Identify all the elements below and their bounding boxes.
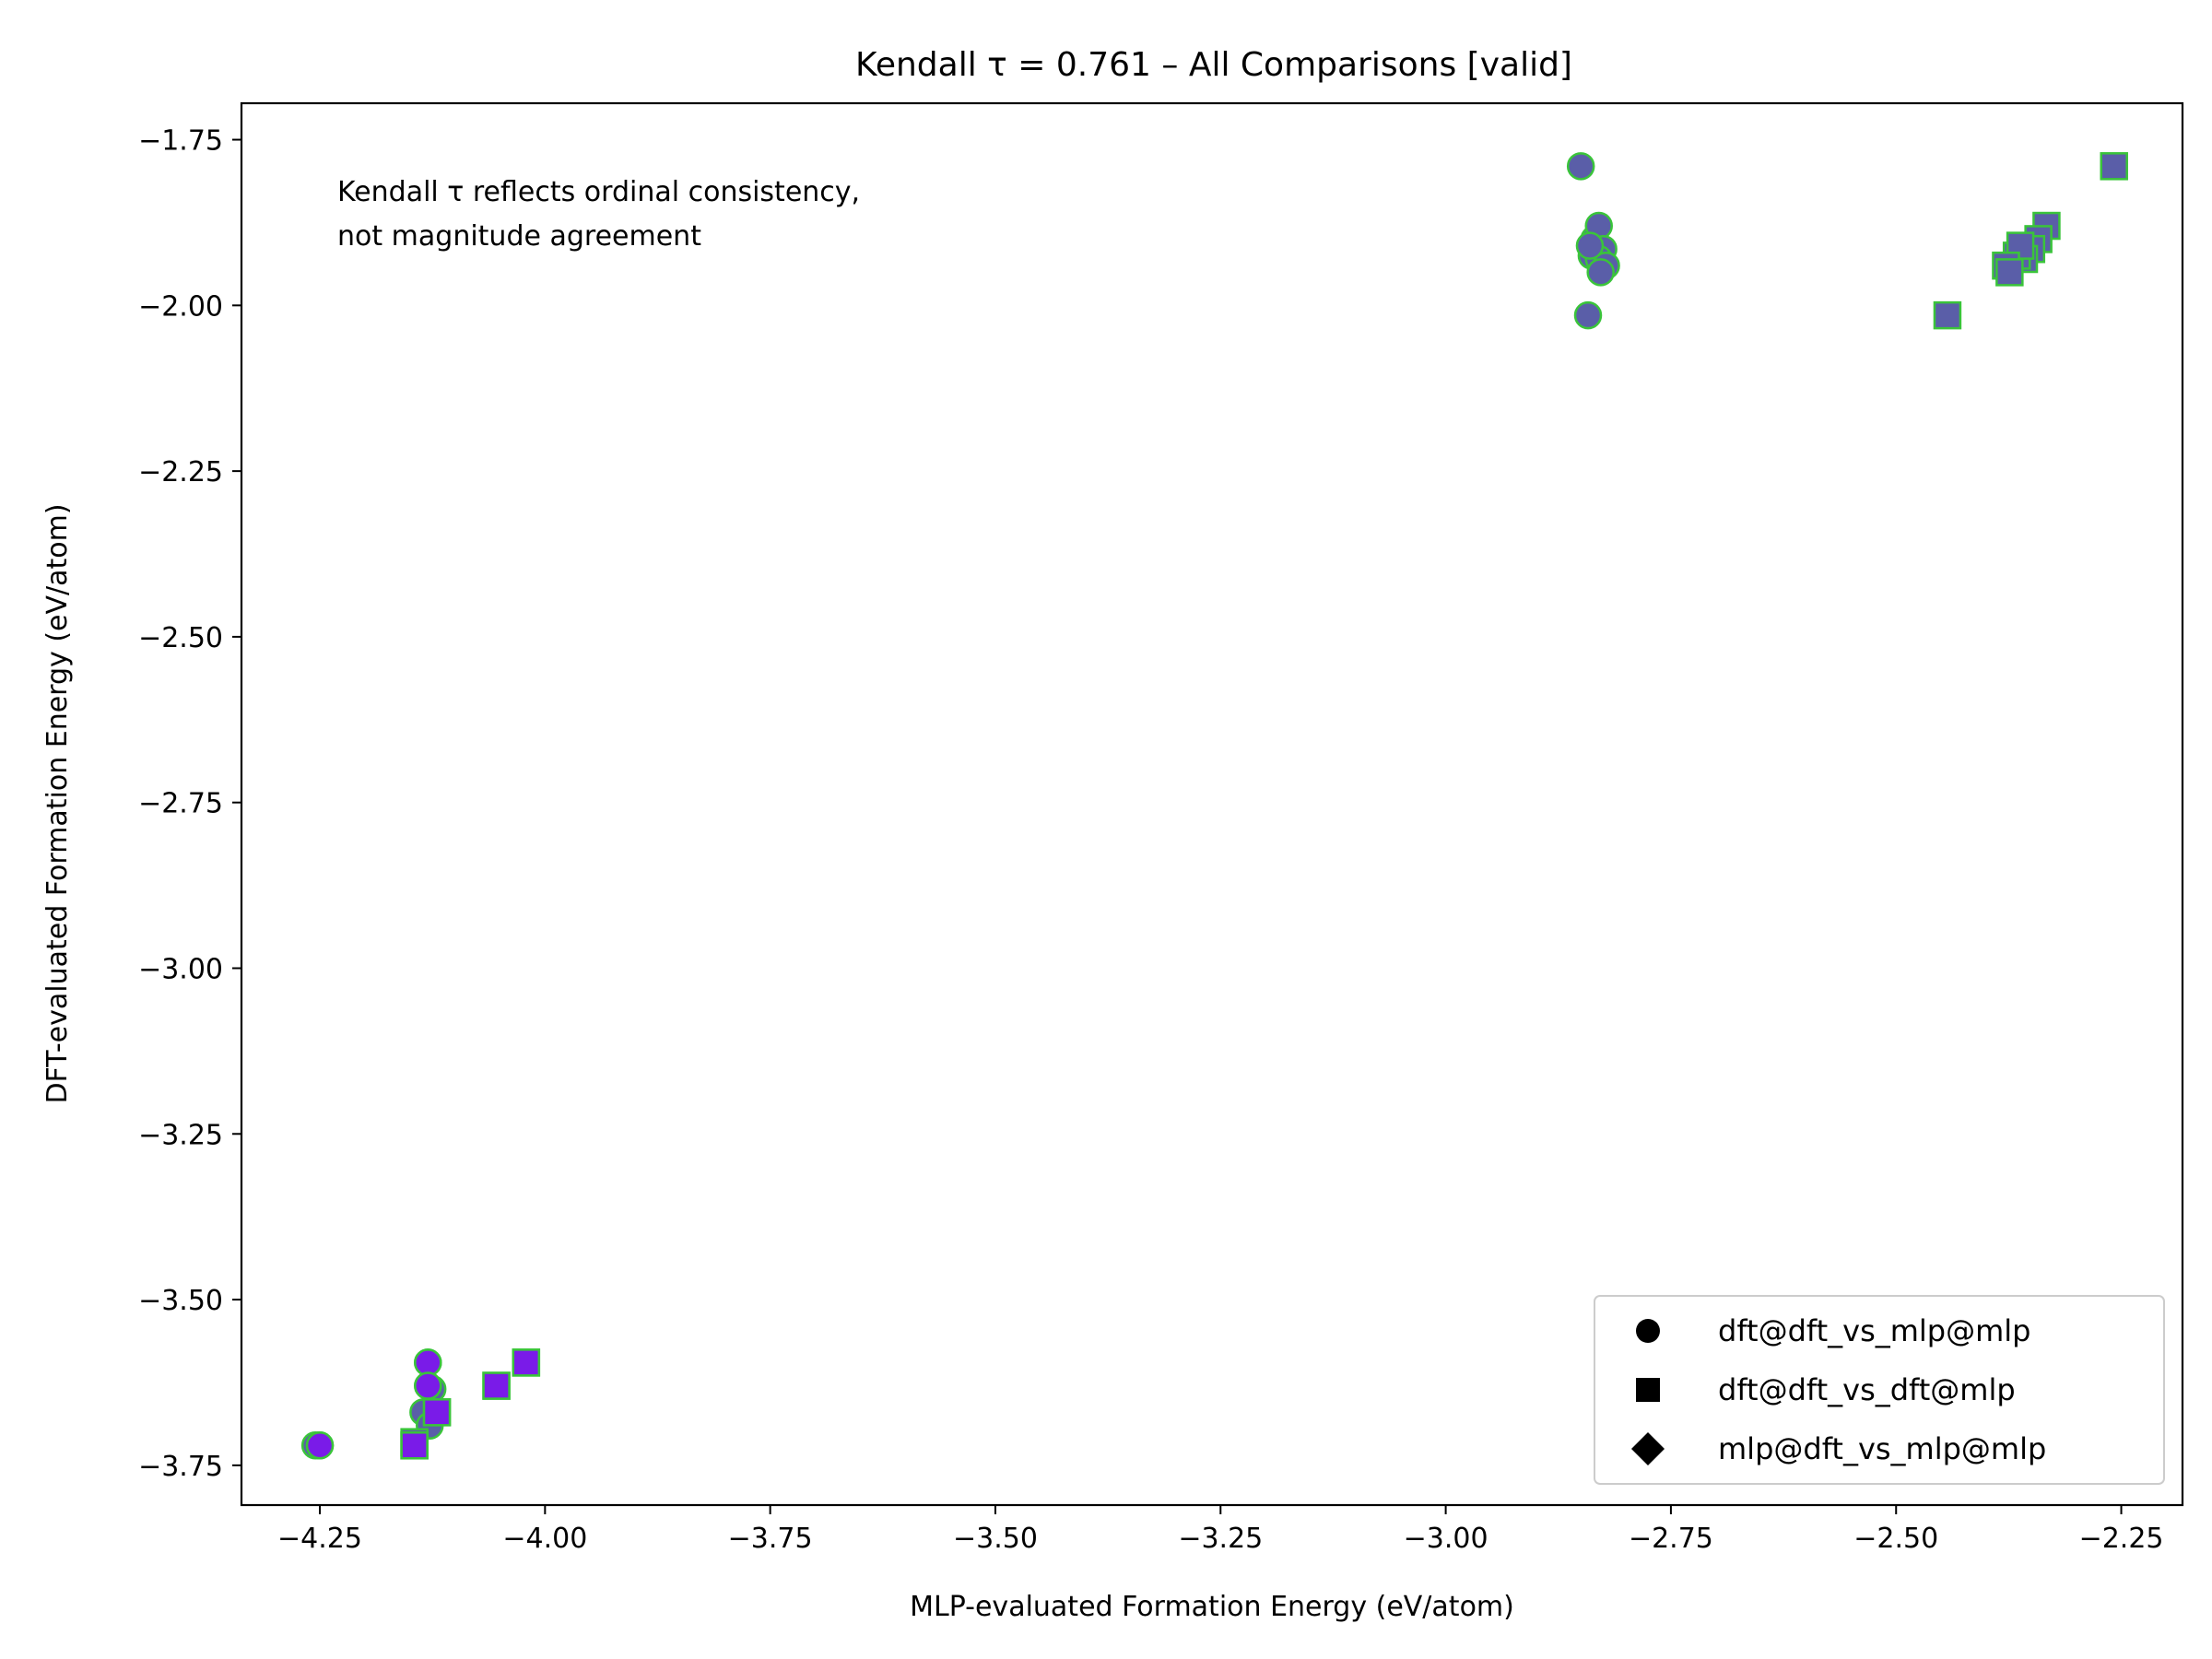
legend-square-marker [1636, 1378, 1660, 1402]
y-axis: −1.75 −2.00 −2.25 −2.50 −2.75 −3.00 −3.25 −3.50… [138, 125, 241, 1483]
legend-label-1: dft@dft_vs_mlp@mlp [1718, 1313, 2030, 1348]
data-points [300, 152, 2128, 1460]
y-tick-label: −3.75 [138, 1451, 223, 1483]
legend-item-2: dft@dft_vs_dft@mlp [1636, 1372, 2016, 1407]
square-data-point [2100, 152, 2128, 181]
x-tick-label: −3.25 [1178, 1523, 1263, 1555]
square-data-point [1933, 300, 1962, 330]
y-axis-label: DFT-evaluated Formation Energy (eV/atom) [41, 503, 74, 1103]
y-tick-label: −1.75 [138, 125, 223, 158]
annotation-note: Kendall τ reflects ordinal consistency, … [337, 176, 860, 253]
square-data-point [422, 1398, 452, 1427]
circle-data-point [1566, 152, 1595, 181]
x-tick-label: −2.25 [2079, 1523, 2164, 1555]
legend-circle-marker [1636, 1319, 1660, 1343]
y-tick-label: −2.00 [138, 290, 223, 323]
legend-label-3: mlp@dft_vs_mlp@mlp [1718, 1431, 2046, 1466]
circle-data-point [305, 1431, 335, 1460]
annotation-line-1: Kendall τ reflects ordinal consistency, [337, 176, 860, 208]
circle-data-point [1573, 300, 1603, 330]
square-data-point [512, 1348, 541, 1377]
plot-area-frame [240, 101, 2184, 1507]
legend-item-1: dft@dft_vs_mlp@mlp [1636, 1313, 2030, 1348]
x-tick-label: −3.00 [1404, 1523, 1488, 1555]
circle-data-point [414, 1348, 442, 1377]
y-tick-label: −3.50 [138, 1285, 223, 1317]
circle-data-point [1586, 258, 1615, 287]
legend: dft@dft_vs_mlp@mlp dft@dft_vs_dft@mlp ml… [1594, 1295, 2165, 1485]
legend-box [1594, 1295, 2165, 1485]
x-axis: −4.25 −4.00 −3.75 −3.50 −3.25 −3.00 −2.75 −2.50… [277, 1505, 2164, 1555]
chart-title: Kendall τ = 0.761 – All Comparisons [val… [855, 46, 1572, 84]
annotation-line-2: not magnitude agreement [337, 220, 701, 253]
x-tick-label: −2.75 [1629, 1523, 1713, 1555]
legend-label-2: dft@dft_vs_dft@mlp [1718, 1372, 2016, 1407]
x-tick-label: −3.75 [728, 1523, 813, 1555]
square-data-point [1995, 258, 2024, 287]
legend-diamond-marker [1631, 1432, 1665, 1465]
y-tick-label: −3.00 [138, 953, 223, 985]
x-axis-label: MLP-evaluated Formation Energy (eV/atom) [910, 1591, 1514, 1623]
legend-item-3: mlp@dft_vs_mlp@mlp [1631, 1431, 2046, 1466]
x-tick-label: −3.50 [953, 1523, 1038, 1555]
x-tick-label: −2.50 [1853, 1523, 1938, 1555]
y-tick-label: −2.25 [138, 456, 223, 488]
circle-data-point [1575, 231, 1605, 260]
square-data-point [400, 1431, 429, 1460]
square-data-point [482, 1371, 511, 1400]
y-tick-label: −3.25 [138, 1119, 223, 1151]
x-tick-label: −4.00 [502, 1523, 587, 1555]
circle-data-point [414, 1371, 442, 1400]
y-tick-label: −2.50 [138, 622, 223, 654]
y-tick-label: −2.75 [138, 788, 223, 820]
x-tick-label: −4.25 [277, 1523, 362, 1555]
